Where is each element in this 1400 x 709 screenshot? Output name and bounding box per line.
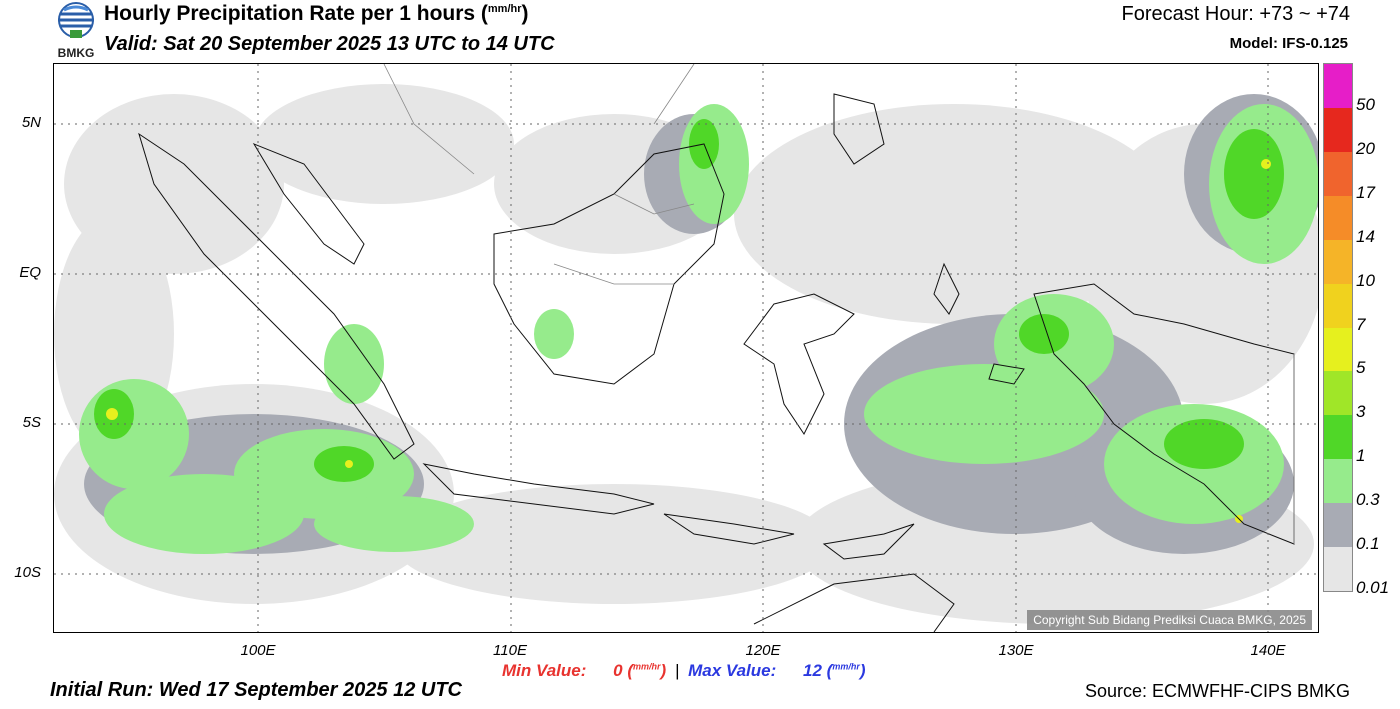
colorbar-label: 50 — [1356, 94, 1375, 114]
min-max-values: Min Value: 0 (mm/hr) | Max Value: 12 (mm… — [502, 661, 866, 680]
chart-title: Hourly Precipitation Rate per 1 hours (m… — [104, 2, 529, 25]
model-name: Model: IFS-0.125 — [1229, 35, 1348, 52]
colorbar-label: 14 — [1356, 226, 1375, 246]
precipitation-map: Copyright Sub Bidang Prediksi Cuaca BMKG… — [53, 63, 1319, 633]
map-canvas — [54, 64, 1318, 632]
colorbar-segment — [1324, 371, 1352, 416]
data-source: Source: ECMWFHF-CIPS BMKG — [1084, 681, 1350, 701]
colorbar-segment — [1324, 239, 1352, 284]
moderate-rain-areas — [79, 104, 1318, 554]
colorbar-label: 7 — [1356, 314, 1366, 334]
min-value: 0 — [613, 661, 623, 680]
colorbar-segment — [1324, 283, 1352, 328]
colorbar-segment — [1324, 327, 1352, 372]
valid-period: Valid: Sat 20 September 2025 13 UTC to 1… — [104, 33, 555, 55]
lon-label-100e: 100E — [240, 642, 276, 659]
colorbar-label: 17 — [1356, 182, 1375, 202]
copyright-notice: Copyright Sub Bidang Prediksi Cuaca BMKG… — [1027, 610, 1312, 630]
lon-label-130e: 130E — [998, 642, 1034, 659]
colorbar-label: 3 — [1356, 402, 1366, 422]
colorbar-segment — [1324, 415, 1352, 460]
lat-label-5s: 5S — [22, 414, 41, 431]
coastlines — [138, 93, 1295, 632]
colorbar-label: 0.1 — [1356, 534, 1380, 554]
colorbar-segment — [1324, 195, 1352, 240]
colorbar-segment — [1324, 107, 1352, 152]
bmkg-logo: BMKG — [52, 2, 100, 60]
max-value-label: Max Value: — [688, 661, 777, 680]
initial-run: Initial Run: Wed 17 September 2025 12 UT… — [50, 679, 462, 701]
min-unit: mm/hr — [633, 661, 661, 672]
colorbar-segment — [1324, 503, 1352, 548]
colorbar-label: 0.01 — [1356, 578, 1390, 597]
lon-label-120e: 120E — [745, 642, 781, 659]
lat-label-5n: 5N — [21, 114, 41, 131]
colorbar-label: 5 — [1356, 358, 1366, 378]
drizzle-areas — [54, 84, 1318, 624]
colorbar — [1323, 63, 1353, 592]
lat-label-eq: EQ — [19, 264, 41, 281]
min-value-label: Min Value: — [502, 661, 587, 680]
lat-label-10s: 10S — [14, 564, 41, 581]
colorbar-label: 20 — [1356, 138, 1375, 158]
colorbar-segment — [1324, 151, 1352, 196]
max-value: 12 — [803, 661, 822, 680]
colorbar-label: 0.3 — [1356, 490, 1380, 510]
colorbar-label: 1 — [1356, 446, 1366, 466]
svg-text:BMKG: BMKG — [58, 46, 95, 60]
forecast-hour: Forecast Hour: +73 ~ +74 — [1121, 3, 1350, 25]
borders — [383, 64, 1295, 544]
colorbar-label: 10 — [1356, 270, 1375, 290]
colorbar-segment — [1324, 547, 1352, 592]
colorbar-segment — [1324, 64, 1352, 108]
colorbar-segment — [1324, 459, 1352, 504]
lon-label-140e: 140E — [1250, 642, 1286, 659]
max-unit: mm/hr — [832, 661, 860, 672]
lat-lon-grid — [54, 64, 1318, 632]
lon-label-110e: 110E — [493, 642, 527, 659]
